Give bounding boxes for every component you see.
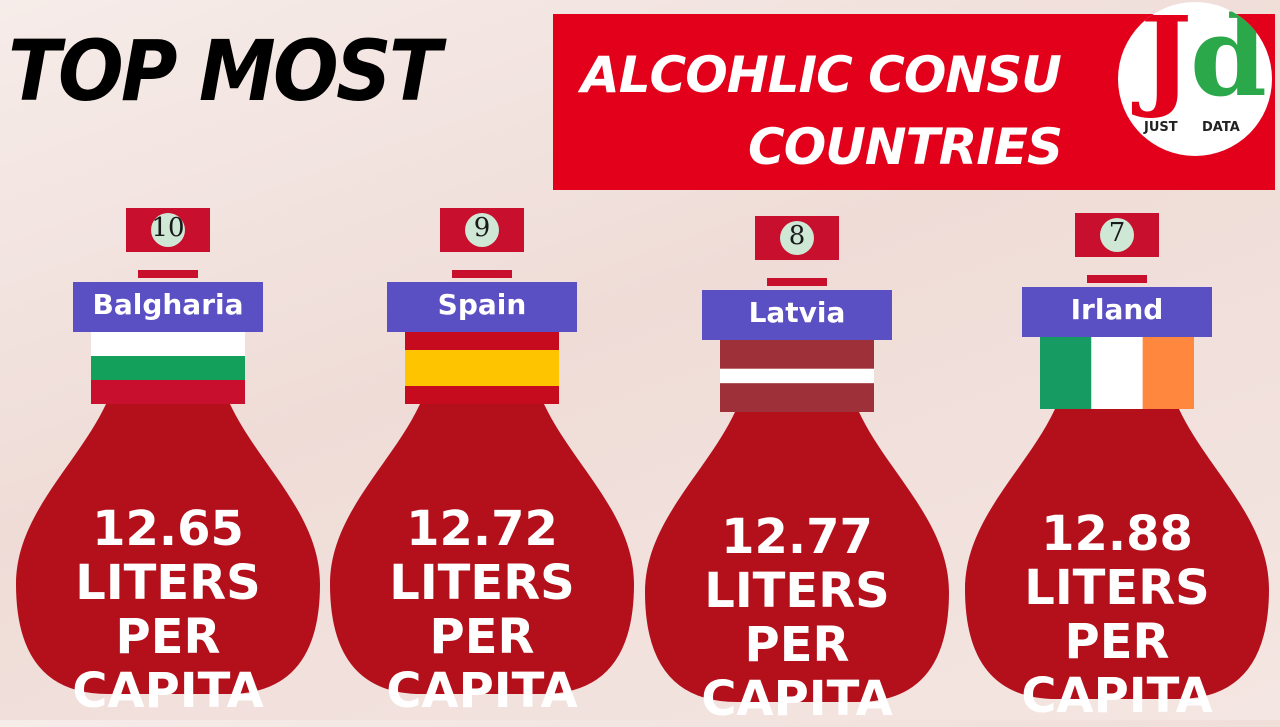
rank: 8 — [788, 221, 806, 251]
rank-badge — [1100, 218, 1134, 252]
flag-stripe — [720, 383, 874, 412]
label-box — [387, 282, 577, 332]
rank-badge — [780, 221, 814, 255]
bottle-body — [645, 412, 949, 702]
value: 12.88 — [1041, 506, 1193, 562]
country-name: Spain — [437, 288, 527, 321]
tag-link — [138, 270, 198, 278]
rank: 9 — [473, 213, 491, 243]
tag-link — [1087, 275, 1147, 283]
rank-badge — [465, 213, 499, 247]
country-name: Latvia — [748, 296, 846, 329]
logo-word: DATA — [1202, 120, 1240, 135]
value: 12.77 — [721, 509, 873, 565]
tag-link — [452, 270, 512, 278]
flag-stripe — [1091, 337, 1143, 409]
rank: 10 — [151, 213, 185, 243]
rank: 7 — [1108, 218, 1126, 248]
rank-badge — [151, 213, 185, 247]
bottle-body — [965, 409, 1269, 699]
value: 12.72 — [406, 501, 558, 557]
logo-letter: J — [1140, 2, 1193, 121]
logo-word: JUST — [1144, 120, 1178, 135]
label-box — [702, 290, 892, 340]
unit: LITERS PER CAPITA — [701, 563, 893, 727]
country-name: Irland — [1070, 293, 1164, 326]
country-name: Balgharia — [92, 288, 244, 321]
flag-stripe — [1142, 337, 1194, 409]
bottle-body — [330, 404, 634, 694]
flag-stripe — [720, 340, 874, 369]
flag-stripe — [720, 368, 874, 384]
logo: J d JUST DATA — [1118, 2, 1272, 156]
tag-link — [767, 278, 827, 286]
title-left: TOP MOST — [8, 22, 442, 120]
logo-letter: d — [1190, 2, 1267, 121]
flag-stripe — [405, 350, 559, 386]
title-right: ALCOHLIC CONSU — [581, 46, 1062, 104]
flag-stripe — [91, 380, 245, 404]
title-right: COUNTRIES — [748, 118, 1063, 176]
value: 12.65 — [92, 501, 244, 557]
unit: LITERS PER CAPITA — [72, 555, 264, 719]
unit: LITERS PER CAPITA — [386, 555, 578, 719]
flag-stripe — [1040, 337, 1092, 409]
label-box — [73, 282, 263, 332]
flag-stripe — [405, 386, 559, 404]
bottle-body — [16, 404, 320, 694]
flag-stripe — [91, 332, 245, 356]
flag-stripe — [91, 356, 245, 380]
label-box — [1022, 287, 1212, 337]
flag-stripe — [405, 332, 559, 350]
unit: LITERS PER CAPITA — [1021, 560, 1213, 724]
